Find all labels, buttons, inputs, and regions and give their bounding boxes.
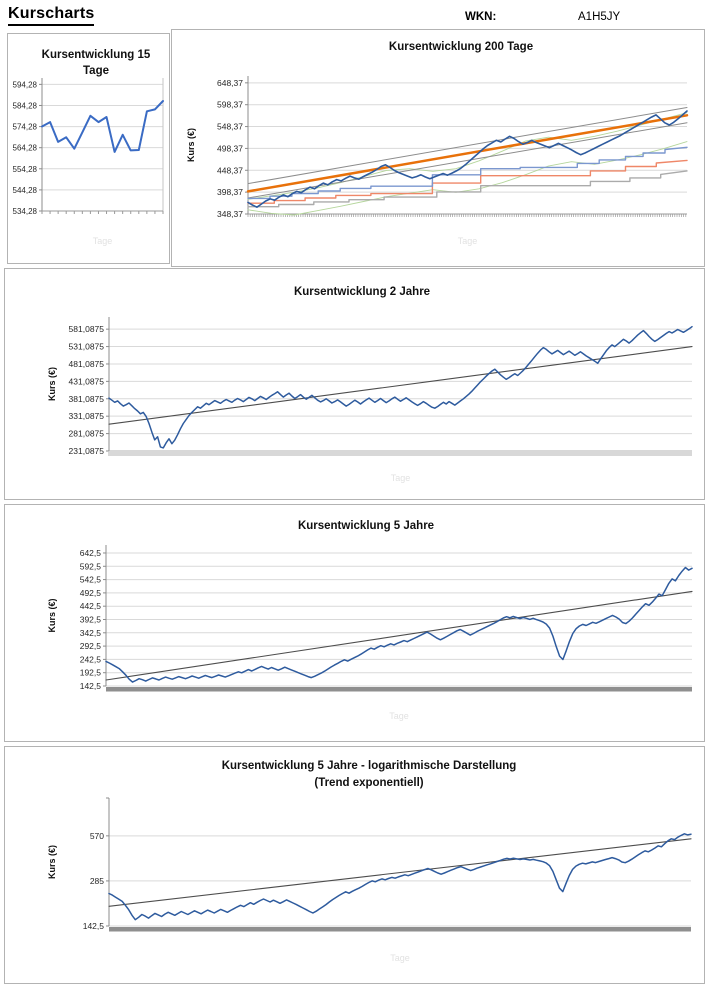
svg-text:598,37: 598,37 (217, 100, 243, 110)
svg-text:Kursentwicklung 15: Kursentwicklung 15 (42, 49, 151, 61)
svg-text:Tage: Tage (390, 953, 410, 963)
svg-text:544,28: 544,28 (13, 186, 38, 195)
svg-text:Kurs (€): Kurs (€) (47, 598, 57, 632)
svg-text:348,37: 348,37 (217, 209, 243, 219)
svg-text:648,37: 648,37 (217, 78, 243, 88)
chart-canvas-5-jahre: 642,5 592,5 542,5 492,5 442,5 392,5 342,5 292,5… (47, 520, 693, 721)
chart-box-kursentwicklung-15-tage: 594,28 584,28 574,28 564,28 554,28 544,28 534,… (7, 33, 170, 264)
svg-text:534,28: 534,28 (13, 207, 38, 216)
chart-canvas-2-jahre: 581,0875 531,0875 481,0875 431,0875 381,0875… (47, 286, 693, 483)
svg-text:Kursentwicklung 200 Tage: Kursentwicklung 200 Tage (389, 41, 533, 53)
chart-box-kursentwicklung-2-jahre: 581,0875 531,0875 481,0875 431,0875 381,0875… (4, 268, 705, 500)
svg-text:281,0875: 281,0875 (69, 429, 105, 439)
svg-text:481,0875: 481,0875 (69, 359, 105, 369)
svg-text:564,28: 564,28 (13, 144, 38, 153)
svg-text:498,37: 498,37 (217, 143, 243, 153)
chart-canvas-200-tage: 648,37 598,37 548,37 498,37 448,37 398,37 348,… (186, 41, 689, 246)
svg-text:492,5: 492,5 (80, 588, 102, 598)
svg-text:381,0875: 381,0875 (69, 394, 105, 404)
svg-text:442,5: 442,5 (80, 601, 102, 611)
svg-text:Kurs (€): Kurs (€) (47, 367, 57, 401)
svg-text:592,5: 592,5 (80, 561, 102, 571)
svg-text:(Trend exponentiell): (Trend exponentiell) (314, 777, 423, 789)
svg-text:574,28: 574,28 (13, 123, 38, 132)
svg-text:Tage: Tage (389, 711, 409, 721)
svg-text:231,0875: 231,0875 (69, 446, 105, 456)
svg-text:594,28: 594,28 (13, 80, 38, 89)
chart-box-kursentwicklung-5-jahre-log: 570 285 142,5 Kursentwicklung 5 Jahre - log… (4, 746, 705, 984)
svg-text:Kursentwicklung 2 Jahre: Kursentwicklung 2 Jahre (294, 286, 430, 298)
svg-text:Tage: Tage (93, 236, 113, 246)
svg-text:448,37: 448,37 (217, 165, 243, 175)
svg-text:548,37: 548,37 (217, 122, 243, 132)
svg-text:581,0875: 581,0875 (69, 324, 105, 334)
svg-text:584,28: 584,28 (13, 101, 38, 110)
svg-text:642,5: 642,5 (80, 548, 102, 558)
svg-text:242,5: 242,5 (80, 654, 102, 664)
svg-text:431,0875: 431,0875 (69, 376, 105, 386)
svg-text:142,5: 142,5 (80, 681, 102, 691)
svg-text:531,0875: 531,0875 (69, 342, 105, 352)
svg-text:Tage: Tage (83, 65, 109, 77)
svg-text:Kursentwicklung 5 Jahre: Kursentwicklung 5 Jahre (298, 520, 434, 532)
svg-text:285: 285 (90, 876, 104, 886)
chart-canvas-5-jahre-log: 570 285 142,5 Kursentwicklung 5 Jahre - log… (47, 760, 692, 963)
chart-box-kursentwicklung-200-tage: 648,37 598,37 548,37 498,37 448,37 398,37 348,… (171, 29, 705, 267)
chart-box-kursentwicklung-5-jahre: 642,5 592,5 542,5 492,5 442,5 392,5 342,5 292,5… (4, 504, 705, 742)
svg-text:Kursentwicklung 5 Jahre - loga: Kursentwicklung 5 Jahre - logarithmische… (222, 760, 517, 772)
svg-text:Kurs (€): Kurs (€) (47, 845, 57, 879)
svg-text:Kurs (€): Kurs (€) (186, 128, 196, 162)
svg-text:292,5: 292,5 (80, 641, 102, 651)
wkn-value: A1H5JY (578, 11, 621, 23)
svg-text:542,5: 542,5 (80, 575, 102, 585)
svg-text:570: 570 (90, 831, 104, 841)
svg-text:Tage: Tage (391, 473, 411, 483)
page-title: Kurscharts (8, 5, 95, 26)
svg-text:398,37: 398,37 (217, 187, 243, 197)
wkn-label: WKN: (465, 11, 497, 23)
svg-text:554,28: 554,28 (13, 165, 38, 174)
svg-text:331,0875: 331,0875 (69, 411, 105, 421)
svg-text:392,5: 392,5 (80, 614, 102, 624)
chart-canvas-15-tage: 594,28 584,28 574,28 564,28 554,28 544,28 534,… (13, 49, 164, 246)
svg-text:192,5: 192,5 (80, 668, 102, 678)
svg-text:Tage: Tage (458, 236, 478, 246)
svg-text:342,5: 342,5 (80, 628, 102, 638)
svg-text:142,5: 142,5 (83, 921, 105, 931)
